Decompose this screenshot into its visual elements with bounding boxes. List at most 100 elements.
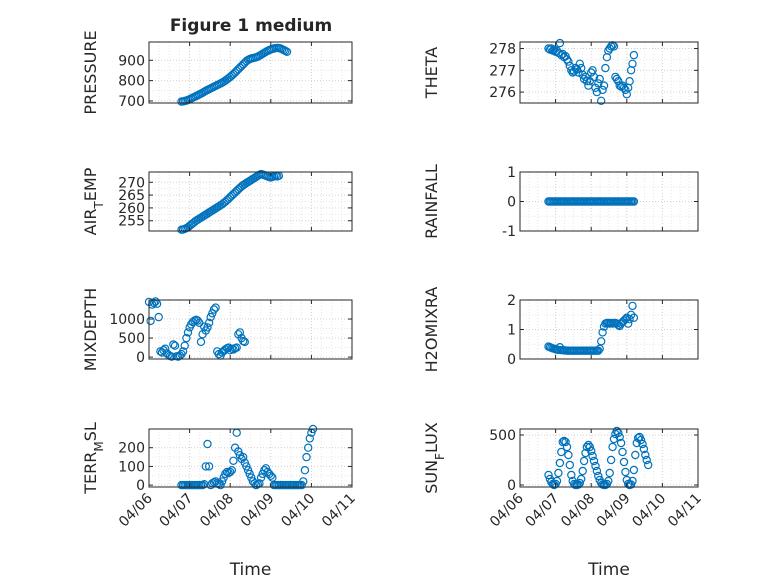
data-point — [582, 76, 592, 86]
data-point — [167, 352, 176, 361]
data-point — [615, 432, 624, 442]
data-point — [227, 466, 236, 475]
y-tick-label: 200 — [118, 441, 145, 457]
y-tick-label: 270 — [118, 175, 145, 191]
data-point — [193, 316, 202, 325]
data-point — [619, 457, 629, 467]
data-point — [564, 450, 573, 460]
data-point — [628, 476, 637, 486]
data-point — [595, 74, 604, 84]
y-axis-label: TERRMSL — [81, 422, 106, 495]
y-tick-label: 277 — [489, 63, 516, 79]
data-point — [206, 312, 215, 322]
data-point — [587, 68, 596, 77]
data-point — [631, 450, 640, 460]
data-point — [555, 458, 565, 468]
data-point — [554, 468, 563, 478]
data-point — [629, 197, 639, 206]
y-axis-label: AIRTEMP — [81, 167, 106, 235]
y-tick-label: 2 — [507, 293, 516, 309]
data-point — [644, 460, 653, 470]
data-point — [608, 442, 617, 452]
y-axis-label: SUNFLUX — [422, 422, 447, 494]
y-tick-label: 500 — [489, 428, 516, 444]
data-point — [182, 333, 191, 343]
data-point — [243, 466, 253, 475]
y-tick-label: 0 — [507, 352, 516, 368]
data-point — [196, 337, 206, 347]
x-tick-label: 04/09 — [238, 491, 278, 531]
data-point — [585, 76, 595, 86]
data-point — [242, 462, 251, 471]
data-point — [204, 318, 214, 327]
y-tick-label: 0 — [136, 350, 145, 366]
x-tick-label: 04/11 — [319, 491, 359, 531]
data-point — [575, 59, 585, 69]
data-point — [235, 328, 245, 337]
data-point — [305, 434, 314, 443]
data-point — [598, 328, 607, 337]
x-tick-label: 04/06 — [116, 490, 156, 530]
data-point — [599, 81, 609, 90]
data-point — [266, 471, 275, 480]
panel-theta: 276 277 278 THETA — [422, 38, 699, 106]
data-point — [564, 57, 573, 66]
data-point — [592, 466, 602, 476]
data-point — [151, 297, 160, 306]
data-point — [300, 466, 310, 475]
data-point — [585, 442, 595, 452]
y-tick-label: 276 — [489, 85, 516, 101]
data-point — [638, 439, 647, 449]
data-point — [558, 437, 567, 447]
data-point — [574, 68, 583, 77]
data-point — [636, 435, 646, 445]
data-point — [225, 467, 235, 477]
data-point — [203, 323, 212, 332]
data-point — [629, 50, 639, 60]
data-point — [591, 461, 600, 471]
data-point — [601, 63, 610, 73]
data-point — [180, 341, 189, 350]
data-point — [588, 451, 597, 461]
data-point — [625, 76, 634, 86]
panel-terr-msl: 0 100 200 04/06 04/07 04/08 04/09 04/10 04/11 Tim… — [81, 422, 359, 580]
x-tick-label: 04/07 — [157, 491, 197, 531]
data-point — [621, 467, 630, 477]
x-tick-label: 04/06 — [487, 490, 527, 530]
data-point — [626, 310, 636, 319]
data-point — [268, 473, 277, 482]
data-point — [170, 341, 180, 350]
axes-frame — [519, 428, 699, 488]
data-point — [216, 480, 225, 490]
data-point — [240, 458, 249, 467]
data-point — [297, 480, 306, 490]
panel-rainfall: -1 0 1 RAINFALL — [422, 164, 699, 240]
data-point — [232, 343, 241, 352]
data-point — [557, 447, 566, 457]
data-point — [594, 79, 603, 88]
data-point — [562, 442, 572, 452]
data-point — [238, 452, 248, 462]
y-axis-label: THETA — [422, 47, 441, 99]
y-tick-label: 800 — [118, 74, 145, 90]
y-tick-label: 0 — [507, 195, 516, 211]
data-point — [222, 467, 232, 477]
data-point — [642, 455, 651, 465]
y-tick-label: 900 — [118, 53, 145, 69]
data-point — [594, 346, 603, 355]
data-point — [605, 468, 614, 478]
data-point — [201, 462, 210, 471]
y-tick-label: 0 — [507, 478, 516, 494]
data-point — [641, 450, 650, 460]
data-point — [587, 446, 596, 456]
data-point — [615, 81, 624, 90]
y-tick-label: 100 — [118, 459, 145, 475]
data-point — [621, 315, 630, 324]
data-point — [154, 312, 163, 322]
data-point — [229, 456, 238, 465]
data-point — [282, 47, 292, 57]
data-point — [598, 85, 607, 95]
data-point — [594, 471, 603, 481]
